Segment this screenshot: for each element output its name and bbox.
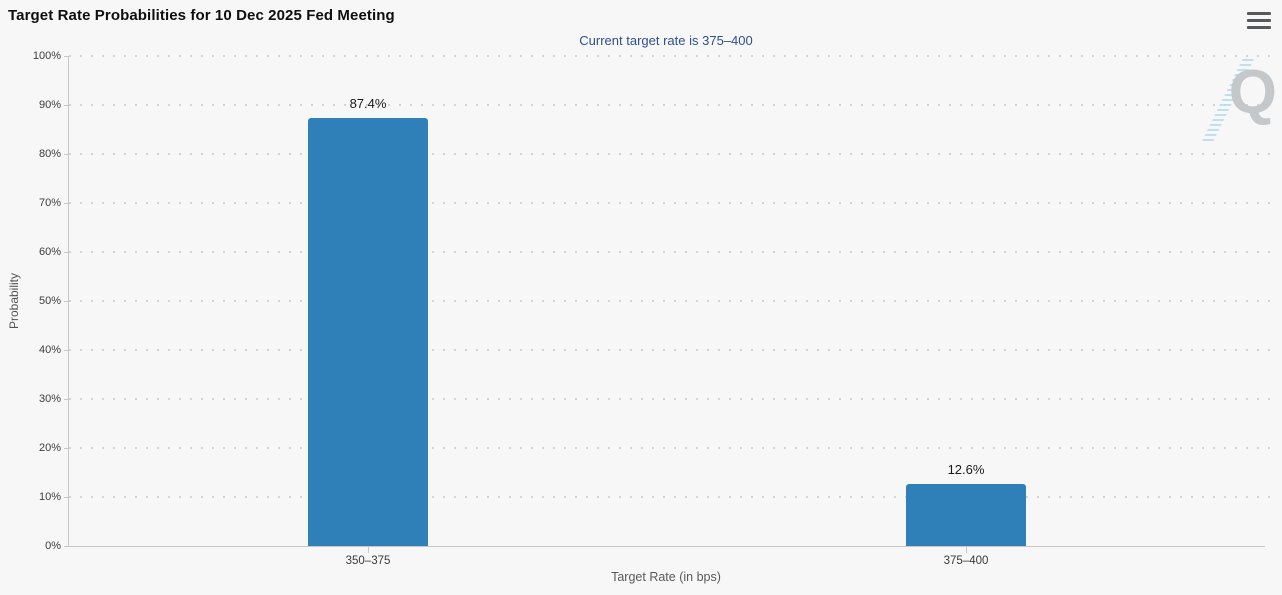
y-tick-mark <box>64 447 69 449</box>
y-tick-label: 10% <box>38 491 61 503</box>
y-tick-mark <box>64 153 69 155</box>
x-tick-mark <box>966 546 967 553</box>
plot-area: 0% 10% 20% 30% 40% 50% 60% 70% 80% 90% 100% 87.4% 35… <box>33 50 1277 567</box>
gridline-60% <box>69 251 1277 253</box>
x-axis-title: Target Rate (in bps) <box>611 570 721 584</box>
y-axis-title: Probability <box>7 272 21 330</box>
hamburger-menu-button[interactable] <box>1247 12 1271 29</box>
y-tick-mark <box>64 251 69 253</box>
y-tick-mark <box>64 55 69 57</box>
y-tick-mark <box>64 398 69 400</box>
probability-bar-350–375[interactable] <box>308 117 428 546</box>
y-tick-mark <box>64 202 69 204</box>
bar-value-label: 87.4% <box>349 95 387 111</box>
y-tick-label: 80% <box>38 148 61 160</box>
y-tick-label: 100% <box>32 50 61 62</box>
gridline-40% <box>69 349 1277 351</box>
gridline-70% <box>69 202 1277 204</box>
y-tick-label: 60% <box>38 246 61 258</box>
y-tick-mark <box>64 496 69 498</box>
hamburger-menu-icon <box>1247 12 1271 16</box>
y-tick-mark <box>64 545 69 547</box>
gridline-50% <box>69 300 1277 302</box>
y-tick-label: 90% <box>38 99 61 111</box>
gridline-20% <box>69 447 1277 449</box>
y-tick-label: 70% <box>38 197 61 209</box>
y-tick-label: 50% <box>38 295 61 307</box>
current-target-rate-note: Current target rate is 375–400 <box>579 33 753 48</box>
gridline-10% <box>69 496 1277 498</box>
gridline-30% <box>69 398 1277 400</box>
y-tick-mark <box>64 104 69 106</box>
hamburger-menu-icon <box>1247 25 1271 29</box>
gridline-90% <box>69 104 1277 106</box>
hamburger-menu-icon <box>1247 18 1271 23</box>
x-tick-label: 375–400 <box>943 555 989 567</box>
x-tick-label: 350–375 <box>345 555 391 567</box>
x-tick-mark <box>368 546 369 553</box>
probability-bar-375–400[interactable] <box>906 484 1026 546</box>
y-tick-mark <box>64 349 69 351</box>
page-title: Target Rate Probabilities for 10 Dec 202… <box>8 7 395 24</box>
y-tick-mark <box>64 300 69 302</box>
y-tick-label: 40% <box>38 344 61 356</box>
y-tick-label: 30% <box>38 393 61 405</box>
y-tick-label: 0% <box>45 540 61 552</box>
bar-value-label: 12.6% <box>947 462 985 478</box>
gridline-100% <box>69 55 1277 57</box>
gridline-80% <box>69 153 1277 155</box>
y-tick-label: 20% <box>38 442 61 454</box>
